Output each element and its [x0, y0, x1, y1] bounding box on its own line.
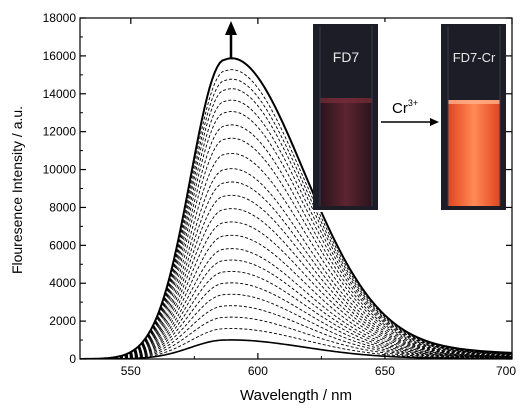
spectrum-curve [80, 57, 512, 359]
spectra-series [80, 57, 512, 359]
reagent-charge: 3+ [408, 98, 418, 108]
reagent-label: Cr3+ [392, 98, 418, 117]
y-tick-label: 14000 [43, 87, 77, 101]
y-tick-label: 6000 [49, 238, 76, 252]
y-tick-label: 4000 [49, 276, 76, 290]
spectrum-curve [80, 88, 512, 359]
spectrum-curve [80, 305, 512, 359]
vial-photo-fd7-cr: FD7-Cr [441, 24, 506, 210]
x-tick-label: 600 [248, 364, 268, 378]
right-vial-label: FD7-Cr [453, 50, 496, 65]
spectrum-curve [80, 124, 512, 359]
spectrum-curve [80, 328, 512, 359]
reagent-arrow [381, 118, 439, 126]
spectrum-curve [80, 78, 512, 359]
spectrum-curve [80, 339, 512, 359]
photo-inset: FD7 FD7-Cr Cr3+ [313, 22, 506, 212]
reagent-symbol: Cr [392, 100, 408, 117]
x-axis-title: Wavelength / nm [240, 387, 352, 404]
y-tick-label: 18000 [43, 11, 77, 25]
spectrum-curve [80, 181, 512, 359]
y-tick-label: 16000 [43, 49, 77, 63]
spectrum-curve [80, 194, 512, 359]
increase-arrow [225, 21, 237, 58]
spectrum-curve [80, 99, 512, 359]
x-tick-label: 700 [496, 364, 516, 378]
x-tick-label: 650 [375, 364, 395, 378]
spectrum-curve [80, 152, 512, 359]
y-axis-ticks: 0 2000 4000 6000 8000 10000 12000 14000 16000 180… [43, 11, 512, 366]
spectrum-curve [80, 316, 512, 359]
spectrum-curve [80, 208, 512, 359]
spectrum-curve [80, 270, 512, 359]
spectrum-curve [80, 234, 512, 359]
y-tick-label: 2000 [49, 314, 76, 328]
y-tick-label: 10000 [43, 163, 77, 177]
y-axis-title: Flouresence Intensity / a.u. [9, 106, 25, 274]
x-tick-label: 550 [121, 364, 141, 378]
spectrum-curve [80, 293, 512, 359]
spectrum-curve [80, 111, 512, 359]
left-vial-label: FD7 [333, 49, 360, 65]
spectrum-curve [80, 168, 512, 359]
spectrum-curve [80, 248, 512, 359]
y-tick-label: 0 [69, 352, 76, 366]
spectrum-curve [80, 221, 512, 359]
spectrum-curve [80, 137, 512, 359]
y-tick-label: 12000 [43, 125, 77, 139]
vial-photo-fd7: FD7 [313, 24, 378, 210]
y-tick-label: 8000 [49, 200, 76, 214]
spectrum-curve [80, 282, 512, 359]
x-axis-ticks: 550 600 650 700 [121, 18, 516, 378]
spectrum-curve [80, 259, 512, 359]
